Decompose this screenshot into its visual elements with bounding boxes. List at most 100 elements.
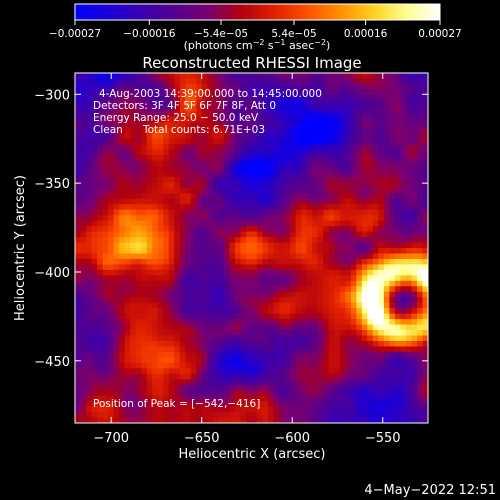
- heatmap-cell: [91, 209, 98, 216]
- heatmap-cell: [185, 362, 192, 369]
- heatmap-cell: [201, 165, 208, 172]
- heatmap-cell: [262, 324, 269, 331]
- heatmap-cell: [86, 165, 92, 172]
- heatmap-cell: [295, 291, 302, 298]
- heatmap-cell: [234, 417, 241, 423]
- heatmap-cell: [80, 94, 87, 101]
- heatmap-cell: [86, 406, 92, 413]
- heatmap-cell: [268, 237, 274, 243]
- heatmap-cell: [257, 111, 263, 118]
- heatmap-cell: [75, 209, 81, 216]
- heatmap-cell: [257, 412, 263, 418]
- heatmap-cell: [229, 280, 236, 287]
- heatmap-cell: [196, 138, 203, 145]
- heatmap-cell: [135, 171, 142, 178]
- heatmap-cell: [361, 226, 368, 232]
- heatmap-cell: [135, 280, 142, 287]
- heatmap-cell: [290, 193, 297, 200]
- heatmap-cell: [135, 253, 142, 260]
- heatmap-cell: [394, 155, 401, 161]
- heatmap-cell: [328, 160, 335, 167]
- heatmap-cell: [279, 176, 285, 183]
- heatmap-cell: [91, 144, 98, 150]
- heatmap-cell: [179, 351, 186, 358]
- heatmap-cell: [257, 160, 263, 167]
- heatmap-cell: [339, 89, 346, 96]
- heatmap-cell: [416, 116, 423, 123]
- heatmap-cell: [295, 351, 302, 358]
- heatmap-cell: [141, 297, 148, 304]
- heatmap-cell: [75, 83, 81, 90]
- heatmap-cell: [80, 127, 87, 134]
- heatmap-cell: [146, 417, 153, 423]
- heatmap-cell: [135, 111, 142, 118]
- heatmap-cell: [312, 215, 319, 222]
- heatmap-cell: [416, 324, 423, 331]
- heatmap-cell: [339, 220, 346, 227]
- heatmap-cell: [284, 155, 291, 161]
- heatmap-cell: [378, 220, 385, 227]
- colorbar-tick-label: 0.00027: [418, 28, 461, 40]
- heatmap-cell: [312, 94, 319, 101]
- heatmap-cell: [339, 340, 346, 347]
- heatmap-cell: [383, 193, 390, 200]
- heatmap-cell: [295, 209, 302, 216]
- heatmap-cell: [102, 94, 109, 101]
- heatmap-cell: [223, 73, 230, 79]
- heatmap-cell: [372, 155, 379, 161]
- heatmap-cell: [328, 297, 335, 304]
- heatmap-cell: [201, 176, 208, 183]
- heatmap-cell: [317, 330, 324, 336]
- heatmap-cell: [383, 319, 390, 325]
- heatmap-cell: [312, 176, 319, 183]
- heatmap-cell: [295, 133, 302, 140]
- heatmap-cell: [268, 215, 274, 222]
- heatmap-cell: [389, 237, 396, 243]
- heatmap-cell: [157, 280, 164, 287]
- heatmap-cell: [400, 324, 407, 331]
- heatmap-cell: [80, 346, 87, 353]
- heatmap-cell: [317, 351, 324, 358]
- heatmap-cell: [223, 138, 230, 145]
- annotation-detectors: Detectors: 3F 4F 5F 6F 7F 8F, Att 0: [93, 100, 276, 112]
- heatmap-cell: [207, 330, 214, 336]
- heatmap-cell: [301, 313, 308, 320]
- heatmap-cell: [306, 209, 313, 216]
- heatmap-cell: [190, 357, 197, 364]
- heatmap-cell: [108, 209, 115, 216]
- heatmap-cell: [262, 187, 269, 194]
- heatmap-cell: [80, 335, 87, 342]
- heatmap-cell: [207, 308, 214, 315]
- heatmap-cell: [372, 302, 379, 309]
- heatmap-cell: [207, 215, 214, 222]
- heatmap-cell: [141, 209, 148, 216]
- heatmap-cell: [394, 226, 401, 232]
- heatmap-cell: [317, 248, 324, 254]
- heatmap-cell: [416, 144, 423, 150]
- heatmap-cell: [196, 275, 203, 282]
- heatmap-cell: [378, 122, 385, 129]
- heatmap-cell: [279, 73, 285, 79]
- heatmap-cell: [323, 335, 330, 342]
- heatmap-cell: [157, 231, 164, 238]
- heatmap-cell: [102, 258, 109, 265]
- heatmap-cell: [97, 308, 103, 315]
- heatmap-cell: [168, 155, 175, 161]
- heatmap-cell: [361, 346, 368, 353]
- heatmap-cell: [196, 340, 203, 347]
- heatmap-cell: [174, 340, 181, 347]
- heatmap-cell: [378, 417, 385, 423]
- heatmap-cell: [218, 395, 225, 402]
- heatmap-cell: [339, 384, 346, 391]
- heatmap-cell: [328, 138, 335, 145]
- heatmap-cell: [339, 335, 346, 342]
- heatmap-cell: [119, 390, 126, 397]
- heatmap-cell: [130, 116, 137, 123]
- heatmap-cell: [273, 379, 280, 386]
- heatmap-cell: [345, 187, 352, 194]
- heatmap-cell: [323, 220, 330, 227]
- heatmap-cell: [113, 176, 120, 183]
- heatmap-cell: [301, 144, 308, 150]
- heatmap-cell: [146, 89, 153, 96]
